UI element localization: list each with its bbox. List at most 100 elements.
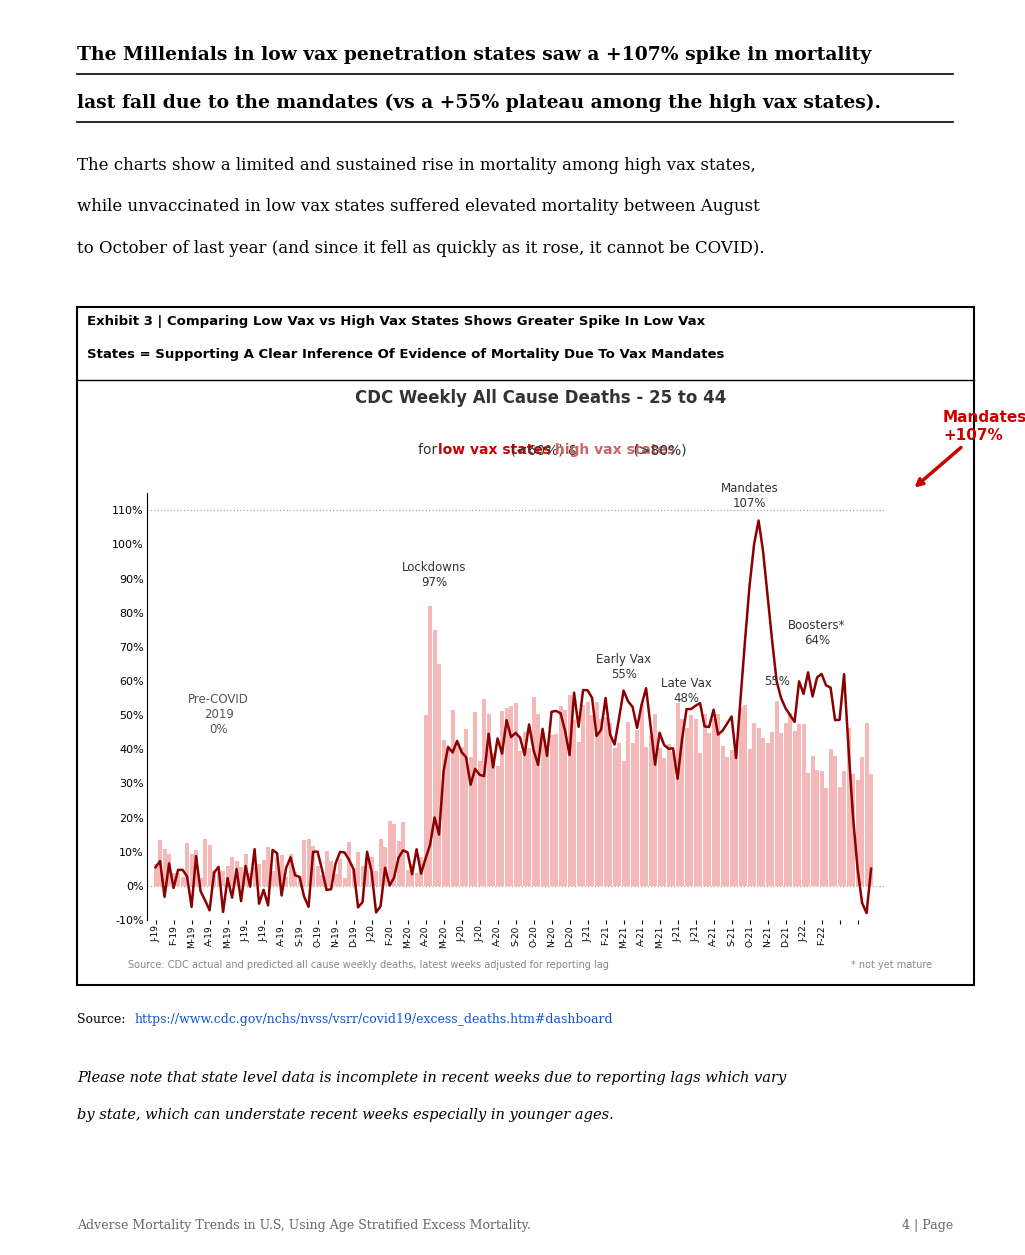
Bar xyxy=(856,781,860,886)
Text: Mandates
107%: Mandates 107% xyxy=(721,482,778,511)
Bar xyxy=(811,757,815,886)
Bar xyxy=(378,840,382,886)
Bar xyxy=(352,868,356,886)
Bar xyxy=(824,788,828,886)
Bar xyxy=(406,871,410,886)
Text: Late Vax
48%: Late Vax 48% xyxy=(661,676,712,705)
Bar xyxy=(806,773,810,886)
Bar xyxy=(658,748,661,886)
Bar xyxy=(594,702,599,886)
Bar xyxy=(675,703,680,886)
Bar xyxy=(212,870,216,886)
Bar xyxy=(230,857,234,886)
Bar xyxy=(662,758,666,886)
Bar xyxy=(743,705,747,886)
Bar xyxy=(761,738,765,886)
Bar xyxy=(869,773,873,886)
Bar xyxy=(180,876,184,886)
Bar xyxy=(401,822,405,886)
Bar xyxy=(581,705,585,886)
Bar xyxy=(707,733,711,886)
Bar xyxy=(167,855,171,886)
Text: 4 | Page: 4 | Page xyxy=(902,1220,953,1232)
Bar xyxy=(711,719,715,886)
Text: (>80%): (>80%) xyxy=(629,443,687,457)
Bar xyxy=(365,857,369,886)
Text: The charts show a limited and sustained rise in mortality among high vax states,: The charts show a limited and sustained … xyxy=(77,157,755,174)
Bar xyxy=(779,733,783,886)
Bar xyxy=(527,748,531,886)
Bar xyxy=(464,729,468,886)
Bar xyxy=(468,757,473,886)
Bar xyxy=(275,858,279,886)
Bar xyxy=(725,757,729,886)
Bar xyxy=(459,747,463,886)
Bar xyxy=(239,867,243,886)
Bar xyxy=(689,715,693,886)
Bar xyxy=(518,750,522,886)
Bar xyxy=(630,743,634,886)
Bar xyxy=(293,872,297,886)
Bar xyxy=(158,840,162,886)
Bar xyxy=(766,743,770,886)
Bar xyxy=(514,703,518,886)
Text: Lockdowns
97%: Lockdowns 97% xyxy=(403,561,466,589)
Bar xyxy=(585,703,589,886)
Bar xyxy=(509,707,514,886)
Bar xyxy=(414,873,418,886)
Bar xyxy=(338,858,342,886)
Bar xyxy=(221,871,226,886)
Bar xyxy=(397,841,401,886)
Bar xyxy=(423,715,427,886)
FancyBboxPatch shape xyxy=(77,307,974,985)
Bar xyxy=(568,695,572,886)
Bar xyxy=(252,867,256,886)
Bar xyxy=(680,719,684,886)
Bar xyxy=(266,847,271,886)
Text: last fall due to the mandates (vs a +55% plateau among the high vax states).: last fall due to the mandates (vs a +55%… xyxy=(77,94,880,113)
Bar xyxy=(478,762,482,886)
Bar xyxy=(347,842,352,886)
Bar xyxy=(532,697,536,886)
Bar xyxy=(392,823,396,886)
Text: Boosters*
64%: Boosters* 64% xyxy=(788,619,846,646)
Bar xyxy=(302,840,306,886)
Bar xyxy=(797,724,802,886)
Text: Adverse Mortality Trends in U.S, Using Age Stratified Excess Mortality.: Adverse Mortality Trends in U.S, Using A… xyxy=(77,1220,531,1232)
Text: as % +/- from 2019 weekly average: as % +/- from 2019 weekly average xyxy=(416,496,665,511)
Bar xyxy=(756,728,761,886)
Bar xyxy=(559,707,563,886)
Bar xyxy=(491,753,495,886)
Bar xyxy=(734,739,738,886)
Text: States = Supporting A Clear Inference Of Evidence of Mortality Due To Vax Mandat: States = Supporting A Clear Inference Of… xyxy=(87,348,725,360)
Bar xyxy=(383,847,387,886)
Bar xyxy=(437,664,441,886)
Bar xyxy=(802,724,806,886)
Bar xyxy=(329,861,333,886)
Bar xyxy=(203,840,207,886)
Bar xyxy=(482,699,486,886)
Bar xyxy=(504,708,508,886)
Bar xyxy=(374,871,378,886)
Bar xyxy=(555,734,558,886)
Bar xyxy=(271,871,275,886)
Text: Source: CDC actual and predicted all cause weekly deaths, latest weeks adjusted : Source: CDC actual and predicted all cau… xyxy=(128,960,609,970)
Bar xyxy=(590,715,594,886)
Bar xyxy=(446,748,450,886)
Bar xyxy=(361,866,365,886)
Text: Mandates
+107%: Mandates +107% xyxy=(917,410,1025,486)
Bar xyxy=(685,728,689,886)
Text: Please note that state level data is incomplete in recent weeks due to reporting: Please note that state level data is inc… xyxy=(77,1071,786,1084)
Text: CDC Weekly All Cause Deaths - 25 to 44: CDC Weekly All Cause Deaths - 25 to 44 xyxy=(355,389,727,407)
Bar xyxy=(608,723,612,886)
Bar xyxy=(747,749,751,886)
Bar xyxy=(653,714,657,886)
Bar xyxy=(244,853,248,886)
Text: Exhibit 3 | Comparing Low Vax vs High Vax States Shows Greater Spike In Low Vax: Exhibit 3 | Comparing Low Vax vs High Va… xyxy=(87,315,705,328)
Bar xyxy=(311,846,315,886)
Bar xyxy=(843,771,846,886)
Bar xyxy=(540,733,544,886)
Bar xyxy=(176,872,180,886)
Text: to October of last year (and since it fell as quickly as it rose, it cannot be C: to October of last year (and since it fe… xyxy=(77,240,765,257)
Text: Source:: Source: xyxy=(77,1013,125,1025)
